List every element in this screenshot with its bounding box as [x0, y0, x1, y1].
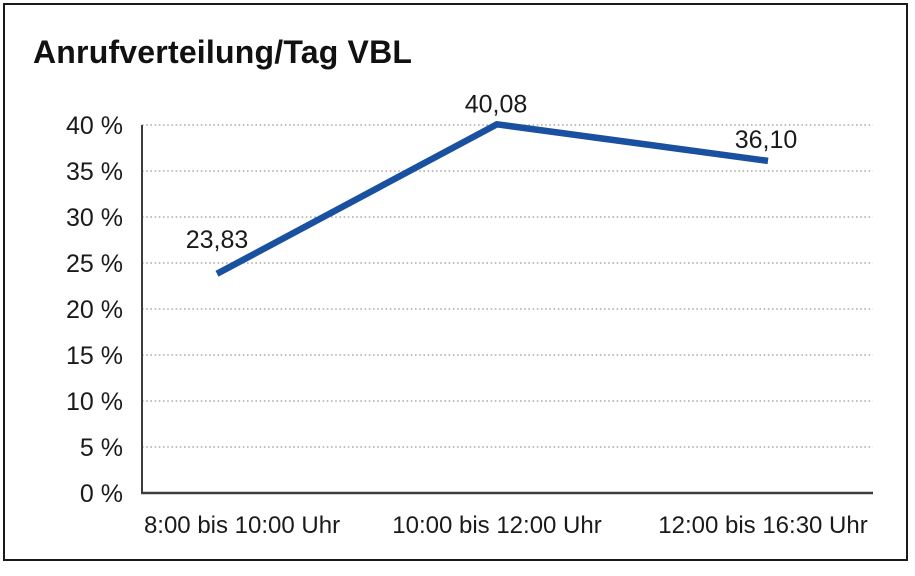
y-tick-label: 40 % [66, 112, 123, 140]
y-tick-label: 30 % [66, 204, 123, 232]
data-series-line [215, 121, 769, 277]
y-tick-label: 5 % [80, 434, 123, 462]
x-axis-label: 12:00 bis 16:30 Uhr [658, 512, 867, 539]
y-tick-label: 0 % [80, 480, 123, 508]
data-point-label: 36,10 [735, 126, 798, 154]
y-tick-label: 25 % [66, 250, 123, 278]
data-point-label: 40,08 [465, 90, 528, 118]
y-tick-label: 20 % [66, 296, 123, 324]
chart-title: Anrufverteilung/Tag VBL [33, 34, 413, 70]
x-axis-label: 10:00 bis 12:00 Uhr [392, 512, 601, 539]
x-axis-label: 8:00 bis 10:00 Uhr [144, 512, 340, 539]
y-tick-label: 15 % [66, 342, 123, 370]
y-tick-label: 35 % [66, 158, 123, 186]
y-tick-label: 10 % [66, 388, 123, 416]
figure-border [3, 3, 908, 561]
data-point-label: 23,83 [186, 226, 249, 254]
